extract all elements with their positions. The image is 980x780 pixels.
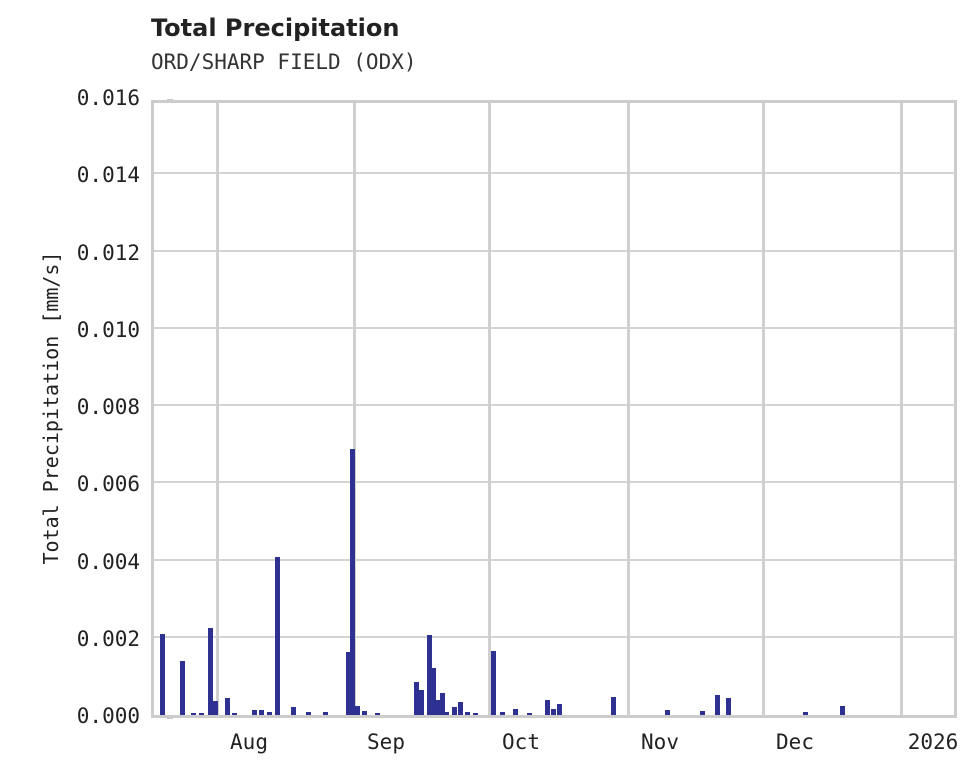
x-axis-tick-label: Nov xyxy=(641,730,679,754)
y-axis-tick-mark xyxy=(167,717,173,719)
bar xyxy=(191,712,196,715)
y-axis-tick-labels: 0.000 0.002 0.004 0.006 0.008 0.010 0.012 0.014… xyxy=(22,0,173,780)
bar xyxy=(491,651,496,715)
bar xyxy=(435,699,440,715)
bar xyxy=(346,651,351,715)
page-title: Total Precipitation xyxy=(151,14,400,42)
bar xyxy=(551,708,556,715)
bar xyxy=(362,711,367,715)
gridline-horizontal xyxy=(154,326,954,329)
y-axis-tick-label: 0.008 xyxy=(76,395,140,419)
bar xyxy=(840,706,845,715)
gridline-horizontal xyxy=(154,249,954,252)
bar xyxy=(665,709,670,715)
bar xyxy=(180,660,185,715)
plot-area xyxy=(151,100,957,718)
bar xyxy=(440,692,445,715)
gridline-vertical xyxy=(627,103,630,715)
x-axis-tick-label: 2026 xyxy=(907,730,959,754)
gridline-horizontal xyxy=(154,404,954,406)
bar xyxy=(232,712,237,715)
gridline-vertical xyxy=(216,103,219,715)
y-axis-tick-label: 0.002 xyxy=(76,626,140,651)
x-axis-tick-label: Dec xyxy=(776,730,814,754)
bar xyxy=(545,699,550,715)
bar xyxy=(427,635,432,715)
plot-inner xyxy=(154,103,954,715)
gridline-vertical xyxy=(762,103,765,715)
bar xyxy=(700,711,705,715)
y-axis-tick-label: 0.012 xyxy=(76,240,140,265)
gridline-horizontal xyxy=(154,481,954,484)
bar xyxy=(527,713,532,715)
bar xyxy=(419,689,424,715)
bar xyxy=(444,711,449,715)
x-axis-tick-label: Sep xyxy=(367,730,405,754)
bar xyxy=(208,627,213,715)
y-axis-tick-label: 0.004 xyxy=(76,549,140,574)
chart-subtitle: ORD/SHARP FIELD (ODX) xyxy=(151,50,417,74)
bar xyxy=(267,711,272,715)
bar xyxy=(465,711,470,715)
bar xyxy=(323,711,328,715)
bar xyxy=(557,704,562,715)
y-axis-tick-label: 0.010 xyxy=(76,317,140,342)
bar xyxy=(355,706,360,715)
bar xyxy=(611,696,616,715)
y-axis-tick-label: 0.000 xyxy=(76,704,140,728)
bar xyxy=(726,697,731,715)
bar xyxy=(213,700,218,715)
y-axis-tick-label: 0.016 xyxy=(76,86,140,110)
bar xyxy=(473,713,478,715)
bar xyxy=(160,633,165,715)
gridline-horizontal xyxy=(154,172,954,175)
x-axis-tick-label: Oct xyxy=(502,730,540,754)
bar xyxy=(252,709,257,715)
bar xyxy=(431,667,436,715)
bar xyxy=(259,710,264,715)
bar xyxy=(375,713,380,715)
bar xyxy=(500,711,505,715)
y-axis-tick-label: 0.006 xyxy=(76,472,140,497)
bar xyxy=(225,697,230,715)
bar xyxy=(513,708,518,715)
bar xyxy=(452,706,457,715)
bar xyxy=(199,713,204,715)
gridline-vertical xyxy=(900,103,903,715)
bar xyxy=(275,557,280,715)
bar xyxy=(306,712,311,715)
bar xyxy=(350,448,355,715)
y-axis-tick-label: 0.014 xyxy=(76,163,140,188)
gridline-vertical xyxy=(488,103,491,715)
bar xyxy=(715,694,720,715)
x-axis-tick-label: Aug xyxy=(230,730,268,754)
bar xyxy=(458,701,463,715)
gridline-horizontal xyxy=(154,558,954,561)
gridline-horizontal xyxy=(154,635,954,638)
bar xyxy=(803,711,808,715)
bar xyxy=(291,706,296,715)
bar xyxy=(414,682,419,715)
gridline-vertical xyxy=(353,103,356,715)
